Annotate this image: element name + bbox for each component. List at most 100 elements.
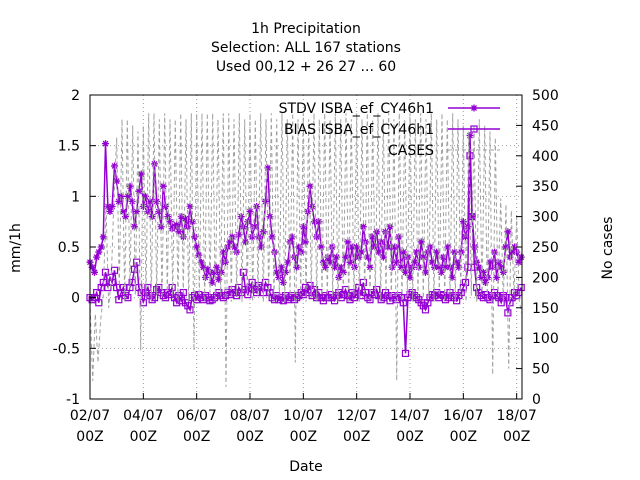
data-point-star: [153, 197, 161, 205]
data-point-square: [453, 297, 461, 305]
data-point-star: [146, 197, 154, 205]
data-point-star: [346, 258, 354, 266]
x-tick-label: 14/07: [390, 408, 430, 424]
data-point-star: [124, 192, 132, 200]
data-point-star: [141, 192, 149, 200]
data-point-square: [199, 296, 207, 304]
data-point-square: [466, 152, 474, 160]
data-point-square: [497, 299, 505, 307]
x-tick-label: 00Z: [76, 429, 103, 445]
data-point-star: [166, 218, 174, 226]
series-line: [89, 113, 523, 387]
data-point-star: [306, 182, 314, 190]
y-tick-label: 0: [71, 291, 80, 307]
data-point-star: [99, 233, 107, 241]
data-point-star: [393, 258, 401, 266]
data-point-square: [266, 289, 274, 297]
data-point-square: [388, 292, 396, 300]
data-point-square: [410, 292, 419, 300]
data-point-star: [459, 218, 467, 226]
data-point-star: [179, 233, 187, 241]
legend: STDV ISBA_ef_CY46h1 BIAS ISBA_ef_CY46h1 CA…: [279, 101, 500, 159]
y2-tick-label: 100: [532, 331, 559, 347]
data-point-star: [135, 187, 143, 195]
data-point-star: [106, 208, 114, 216]
data-point-square: [361, 289, 370, 297]
data-point-star: [177, 213, 185, 221]
x-tick-label: 16/07: [443, 408, 483, 424]
data-point-square: [99, 278, 107, 287]
x-tick-label: 10/07: [283, 408, 323, 424]
legend-marker-square: [470, 125, 478, 133]
data-point-square: [293, 294, 301, 302]
y2-tick-label: 50: [532, 362, 550, 378]
data-point-star: [219, 248, 227, 256]
data-point-square: [253, 289, 261, 297]
data-point-star: [511, 243, 519, 251]
data-point-star: [395, 233, 403, 241]
data-point-star: [259, 228, 267, 236]
y2-tick-label: 350: [532, 179, 559, 195]
data-point-square: [441, 296, 450, 304]
x-tick-label: 00Z: [503, 429, 530, 445]
x-tick-label: 00Z: [236, 429, 263, 445]
data-point-star: [339, 268, 347, 276]
y2-tick-label: 400: [532, 149, 559, 165]
data-point-star: [479, 268, 487, 276]
data-point-square: [108, 278, 116, 287]
legend-label: CASES: [388, 143, 434, 159]
data-point-star: [475, 263, 483, 271]
data-point-star: [199, 263, 207, 271]
data-point-square: [517, 283, 525, 292]
data-point-square: [173, 299, 181, 307]
data-point-star: [115, 197, 123, 205]
data-point-star: [399, 248, 407, 256]
data-point-star: [286, 238, 294, 246]
data-point-star: [353, 243, 361, 251]
x-tick-label: 00Z: [396, 429, 423, 445]
data-point-star: [315, 218, 323, 226]
data-point-square: [239, 268, 247, 276]
data-point-square: [439, 292, 447, 300]
data-point-star: [359, 223, 367, 231]
data-point-square: [504, 309, 512, 317]
y-tick-label: 1: [71, 189, 80, 205]
data-point-star: [284, 258, 292, 266]
data-point-square: [270, 296, 279, 304]
data-point-square: [470, 263, 479, 271]
data-point-star: [139, 202, 147, 210]
data-point-star: [497, 263, 505, 271]
data-point-star: [348, 243, 356, 251]
data-point-star: [233, 248, 241, 256]
data-point-star: [191, 233, 199, 241]
data-point-square: [144, 283, 152, 292]
data-point-star: [439, 253, 447, 261]
data-point-star: [235, 231, 243, 239]
data-point-star: [391, 243, 399, 251]
data-point-star: [444, 243, 452, 251]
data-point-star: [279, 278, 287, 286]
data-point-star: [159, 182, 167, 190]
data-point-star: [466, 132, 474, 140]
data-point-star: [277, 263, 285, 271]
title-line-2: Selection: ALL 167 stations: [211, 40, 401, 56]
data-point-square: [113, 283, 121, 292]
data-point-square: [359, 278, 367, 287]
y2-tick-label: 0: [532, 392, 541, 408]
data-point-star: [311, 218, 319, 226]
data-point-star: [197, 258, 205, 266]
data-point-star: [441, 263, 449, 271]
data-point-star: [88, 263, 96, 271]
chart-title: 1h Precipitation Selection: ALL 167 stat…: [211, 21, 401, 75]
data-point-star: [301, 238, 309, 246]
data-point-star: [304, 208, 312, 216]
data-point-star: [97, 243, 105, 251]
data-point-star: [208, 278, 216, 286]
data-point-star: [264, 164, 272, 172]
data-point-star: [333, 253, 341, 261]
data-point-star: [513, 248, 521, 256]
data-point-square: [477, 292, 485, 300]
data-point-star: [419, 253, 427, 261]
data-point-star: [257, 243, 265, 251]
